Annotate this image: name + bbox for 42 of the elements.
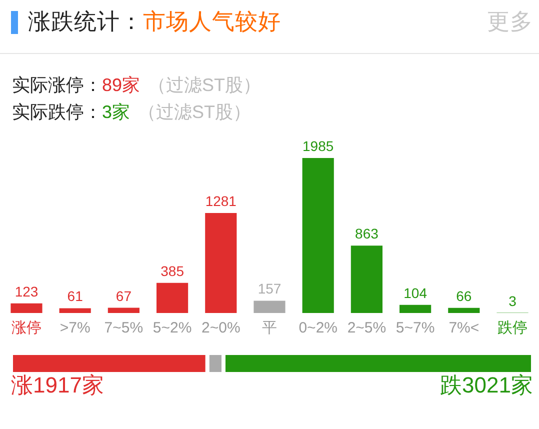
text: （过滤ST股） (138, 102, 252, 122)
text: 实际跌停： (12, 102, 102, 122)
bar (400, 304, 432, 313)
bar (448, 308, 480, 313)
bar (59, 308, 91, 313)
bar (302, 158, 334, 313)
x-tick-label: 7~5% (104, 320, 144, 336)
text: 89家 (102, 75, 140, 95)
data-label: 66 (456, 288, 472, 304)
x-tick-label: 5~2% (152, 320, 192, 336)
x-tick-label: >7% (60, 320, 90, 336)
text: 3家 (102, 102, 130, 122)
bar (10, 303, 42, 313)
chart-title: 涨跌统计： (28, 9, 143, 34)
x-tick-label: 跌停 (498, 320, 528, 336)
data-label: 863 (355, 226, 379, 242)
chart-subtitle: 市场人气较好 (143, 9, 281, 34)
bar (156, 282, 188, 313)
data-label: 104 (404, 284, 428, 301)
data-label: 1985 (302, 138, 334, 154)
data-label: 123 (14, 283, 38, 300)
x-tick-label: 2~5% (347, 320, 386, 336)
x-tick-label: 0~2% (298, 320, 338, 336)
bar (254, 300, 286, 313)
data-label: 61 (67, 288, 84, 304)
data-label: 67 (116, 288, 132, 304)
text: （过滤ST股） (148, 75, 262, 95)
x-tick-label: 2~0% (202, 320, 240, 336)
data-label: 跌3021家 (440, 372, 533, 398)
x-tick-label: 5~7% (396, 320, 435, 336)
data-label: 3 (508, 292, 517, 309)
x-tick-label: 平 (262, 320, 277, 336)
text: 实际涨停： (12, 75, 102, 95)
data-label: 1281 (205, 192, 237, 209)
data-label: 385 (160, 262, 184, 279)
bar (108, 308, 140, 313)
x-tick-label: 7%< (448, 320, 480, 336)
data-label: 涨1917家 (11, 372, 104, 398)
bar (350, 246, 382, 313)
data-label: 157 (258, 280, 282, 297)
bar (205, 212, 237, 313)
x-tick-label: 涨停 (11, 320, 42, 336)
